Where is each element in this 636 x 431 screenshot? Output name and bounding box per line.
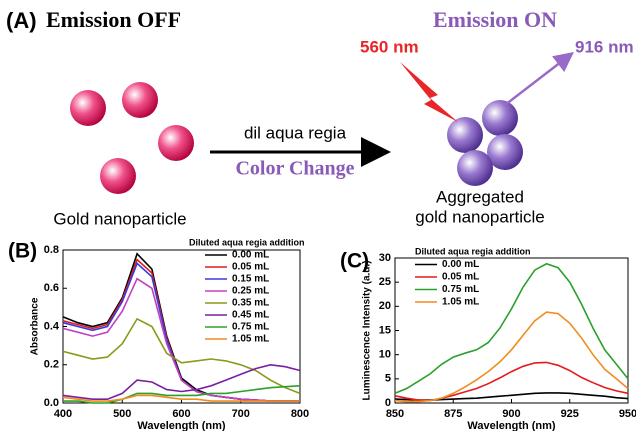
arrow-bottom-label: Color Change [235, 158, 354, 180]
legend-label: 0.00 mL [442, 259, 479, 270]
legend-label: 0.25 mL [232, 286, 269, 297]
legend-label: 0.75 mL [442, 284, 479, 295]
legend-label: 0.75 mL [232, 322, 269, 333]
legend-label: 0.35 mL [232, 298, 269, 309]
x-tick-label: 875 [444, 408, 462, 420]
aggregate-particle [447, 117, 483, 153]
legend-label: 1.05 mL [442, 297, 479, 308]
panel-a: (A) Emission OFF Emission ON dil aqua re… [6, 7, 634, 228]
y-tick-label: 0.6 [44, 282, 59, 294]
nanoparticle [122, 82, 158, 118]
legend-label: 1.05 mL [232, 334, 269, 345]
series-line [63, 385, 301, 404]
series-line [62, 394, 300, 402]
x-tick-label: 900 [502, 408, 520, 420]
emission-label: 916 nm [575, 37, 634, 56]
panel-label: (A) [6, 8, 37, 33]
title-on: Emission ON [433, 7, 557, 32]
caption: gold nanoparticle [415, 207, 544, 226]
chart: 0 5 10 15 20 25 30 850 875 900 925 950 Wavelength (n… [362, 246, 636, 431]
y-tick-label: 15 [379, 324, 391, 336]
x-tick-label: 800 [291, 408, 309, 420]
caption: Gold nanoparticle [53, 209, 186, 228]
y-tick-label: 20 [379, 300, 391, 312]
legend-label: 0.05 mL [232, 262, 269, 273]
aggregate-particle [487, 134, 523, 170]
y-tick-label: 25 [379, 276, 391, 288]
y-tick-label: 0.8 [44, 244, 59, 256]
series-line [394, 311, 629, 403]
series-line [394, 262, 629, 395]
legend-title: Diluted aqua regia addition [415, 246, 531, 256]
x-axis-label: Wavelength (nm) [467, 420, 556, 431]
emission-arrow [504, 51, 574, 106]
x-tick-label: 700 [232, 408, 250, 420]
plot-frame [394, 257, 629, 404]
legend-label: 0.15 mL [232, 274, 269, 285]
x-tick-label: 850 [386, 408, 404, 420]
legend-title: Diluted aqua regia addition [189, 237, 305, 247]
legend-label: 0.00 mL [232, 250, 269, 261]
y-axis-label: Absorbance [30, 297, 41, 355]
series-line [62, 317, 301, 395]
x-axis-label: Wavelength (nm) [137, 420, 226, 431]
y-tick-label: 10 [379, 349, 391, 361]
y-tick-label: 5 [385, 373, 391, 385]
y-tick-label: 0.2 [44, 359, 59, 371]
panel-label: (B) [8, 240, 37, 263]
arrow-top-label: dil aqua regia [244, 123, 347, 142]
x-tick-label: 925 [561, 408, 579, 420]
x-tick-label: 950 [619, 408, 636, 420]
title-off: Emission OFF [46, 7, 181, 32]
y-tick-label: 0.4 [44, 320, 60, 332]
plot-frame [62, 249, 301, 404]
y-axis-label: Luminescence Intensity (a.u.) [362, 260, 373, 400]
x-tick-label: 600 [172, 408, 190, 420]
legend-label: 0.45 mL [232, 310, 269, 321]
chart: 0.0 0.2 0.4 0.6 0.8 400 500 600 700 800 Wavelength… [30, 237, 310, 431]
x-tick-label: 500 [113, 408, 131, 420]
y-tick-label: 0 [385, 397, 391, 409]
aggregate-particle [482, 100, 518, 136]
nanoparticle [158, 125, 194, 161]
series-line [62, 363, 301, 400]
x-tick-label: 400 [54, 408, 72, 420]
legend-label: 0.05 mL [442, 272, 479, 283]
y-tick-label: 30 [379, 252, 391, 264]
panel-label: (C) [340, 250, 369, 273]
aggregate-particle [457, 150, 493, 186]
lightning [400, 62, 458, 122]
excitation-label: 560 nm [360, 37, 419, 56]
y-tick-label: 0.0 [44, 397, 59, 409]
caption: Aggregated [436, 187, 524, 206]
nanoparticle [70, 90, 106, 126]
nanoparticle [100, 158, 136, 194]
